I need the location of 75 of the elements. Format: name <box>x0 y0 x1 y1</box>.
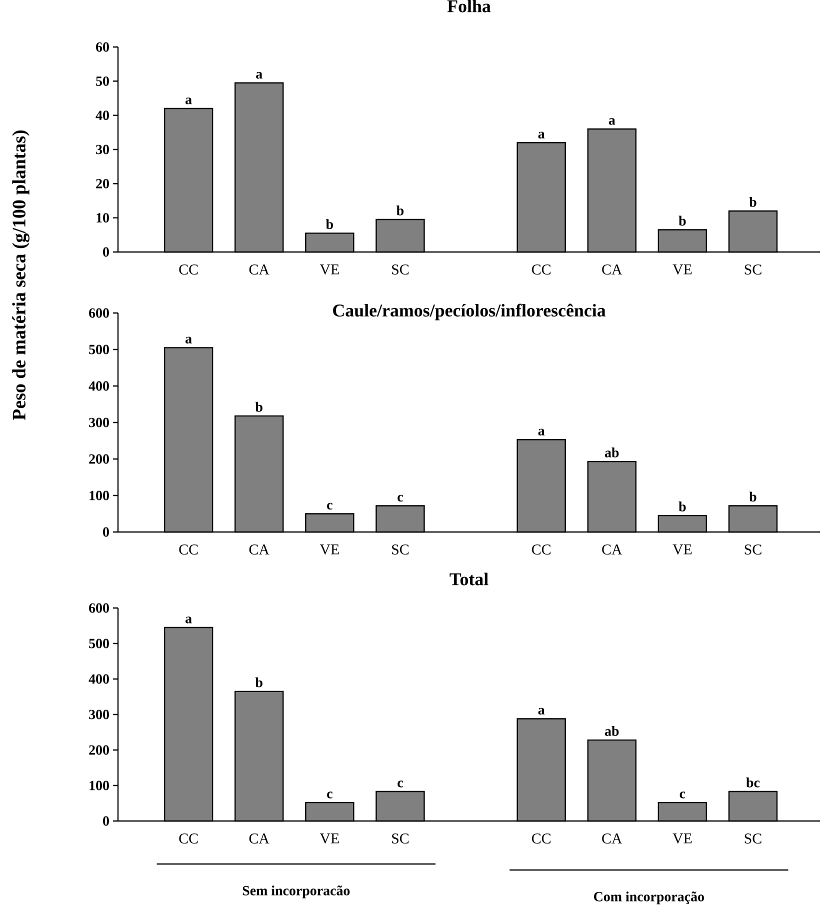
x-tick-label: CC <box>179 834 198 844</box>
data-label: b <box>749 492 756 502</box>
x-tick-label: SC <box>392 834 409 844</box>
x-tick-label: CC <box>532 264 550 275</box>
data-label: bc <box>746 778 760 788</box>
text: Sem incorporacão <box>242 886 350 898</box>
y-tick-label: 500 <box>89 638 109 648</box>
x-tick-label: CC <box>179 544 198 555</box>
data-label: c <box>398 494 403 502</box>
y-tick-label: 50 <box>96 76 109 86</box>
y-tick-label: 30 <box>96 144 109 154</box>
data-label: a <box>538 428 545 436</box>
y-tick-label: 0 <box>103 247 109 257</box>
data-label: a <box>538 132 545 138</box>
y-tick-label: 300 <box>89 710 109 720</box>
x-tick-label: SC <box>744 544 762 555</box>
y-tick-label: 10 <box>96 213 109 223</box>
data-label: b <box>749 196 756 207</box>
data-label: a <box>538 708 545 715</box>
y-tick-label: 200 <box>89 745 109 755</box>
data-label: c <box>327 502 332 510</box>
y-tick-label: 300 <box>89 418 109 428</box>
x-tick-label: VE <box>672 264 692 275</box>
y-axis-title: Peso de matéria seca (g/100 plantas) <box>12 130 30 420</box>
y-tick-label: 600 <box>89 603 109 613</box>
data-label: b <box>396 206 404 216</box>
y-tick-label: 400 <box>88 381 109 391</box>
x-tick-label: VE <box>672 544 692 555</box>
x-tick-label: VE <box>672 834 692 844</box>
text: Com incorporação <box>594 892 704 904</box>
x-tick-label: CA <box>602 834 622 844</box>
x-tick-label: VE <box>320 544 339 555</box>
y-tick-label: 0 <box>103 816 109 826</box>
x-tick-label: CC <box>179 264 198 275</box>
x-tick-label: CA <box>249 834 270 844</box>
chart-title: Folha <box>447 0 491 12</box>
x-tick-label: SC <box>744 264 762 275</box>
y-tick-label: 200 <box>89 454 109 464</box>
x-tick-label: CA <box>602 544 622 555</box>
y-tick-label: 60 <box>96 42 109 52</box>
x-tick-label: CA <box>602 264 622 275</box>
data-label: ab <box>604 726 619 736</box>
y-tick-label: 600 <box>89 308 109 318</box>
data-label: a <box>186 98 192 104</box>
data-label: ab <box>604 448 619 458</box>
y-tick-label: 0 <box>103 527 109 537</box>
data-label: b <box>678 216 686 226</box>
y-tick-label: 20 <box>96 178 109 188</box>
x-tick-label: CC <box>532 544 550 555</box>
x-tick-label: CA <box>249 544 270 555</box>
data-label: b <box>678 502 686 512</box>
data-label: c <box>398 780 403 788</box>
x-tick-label: CC <box>532 834 550 844</box>
x-tick-label: SC <box>392 544 409 555</box>
data-label: a <box>608 118 616 125</box>
data-label: a <box>256 72 262 79</box>
data-label: b <box>326 219 333 230</box>
data-label: c <box>680 792 686 798</box>
chart-title: Caule/ramos/pecíolos/inflorescência <box>333 304 606 320</box>
data-label: a <box>186 616 192 624</box>
chart-title: Total <box>450 572 488 586</box>
data-label: b <box>255 402 262 412</box>
x-tick-label: VE <box>320 834 339 844</box>
data-label: b <box>255 677 262 688</box>
x-tick-label: VE <box>320 264 339 275</box>
x-tick-label: CA <box>249 264 270 275</box>
y-tick-label: 100 <box>90 780 109 790</box>
y-tick-label: 500 <box>89 344 109 354</box>
y-tick-label: 100 <box>90 490 109 500</box>
data-label: c <box>327 792 332 798</box>
x-tick-label: SC <box>392 264 409 275</box>
data-label: a <box>186 336 192 344</box>
x-tick-label: SC <box>744 834 762 844</box>
y-tick-label: 400 <box>88 674 109 684</box>
y-tick-label: 40 <box>96 110 109 120</box>
